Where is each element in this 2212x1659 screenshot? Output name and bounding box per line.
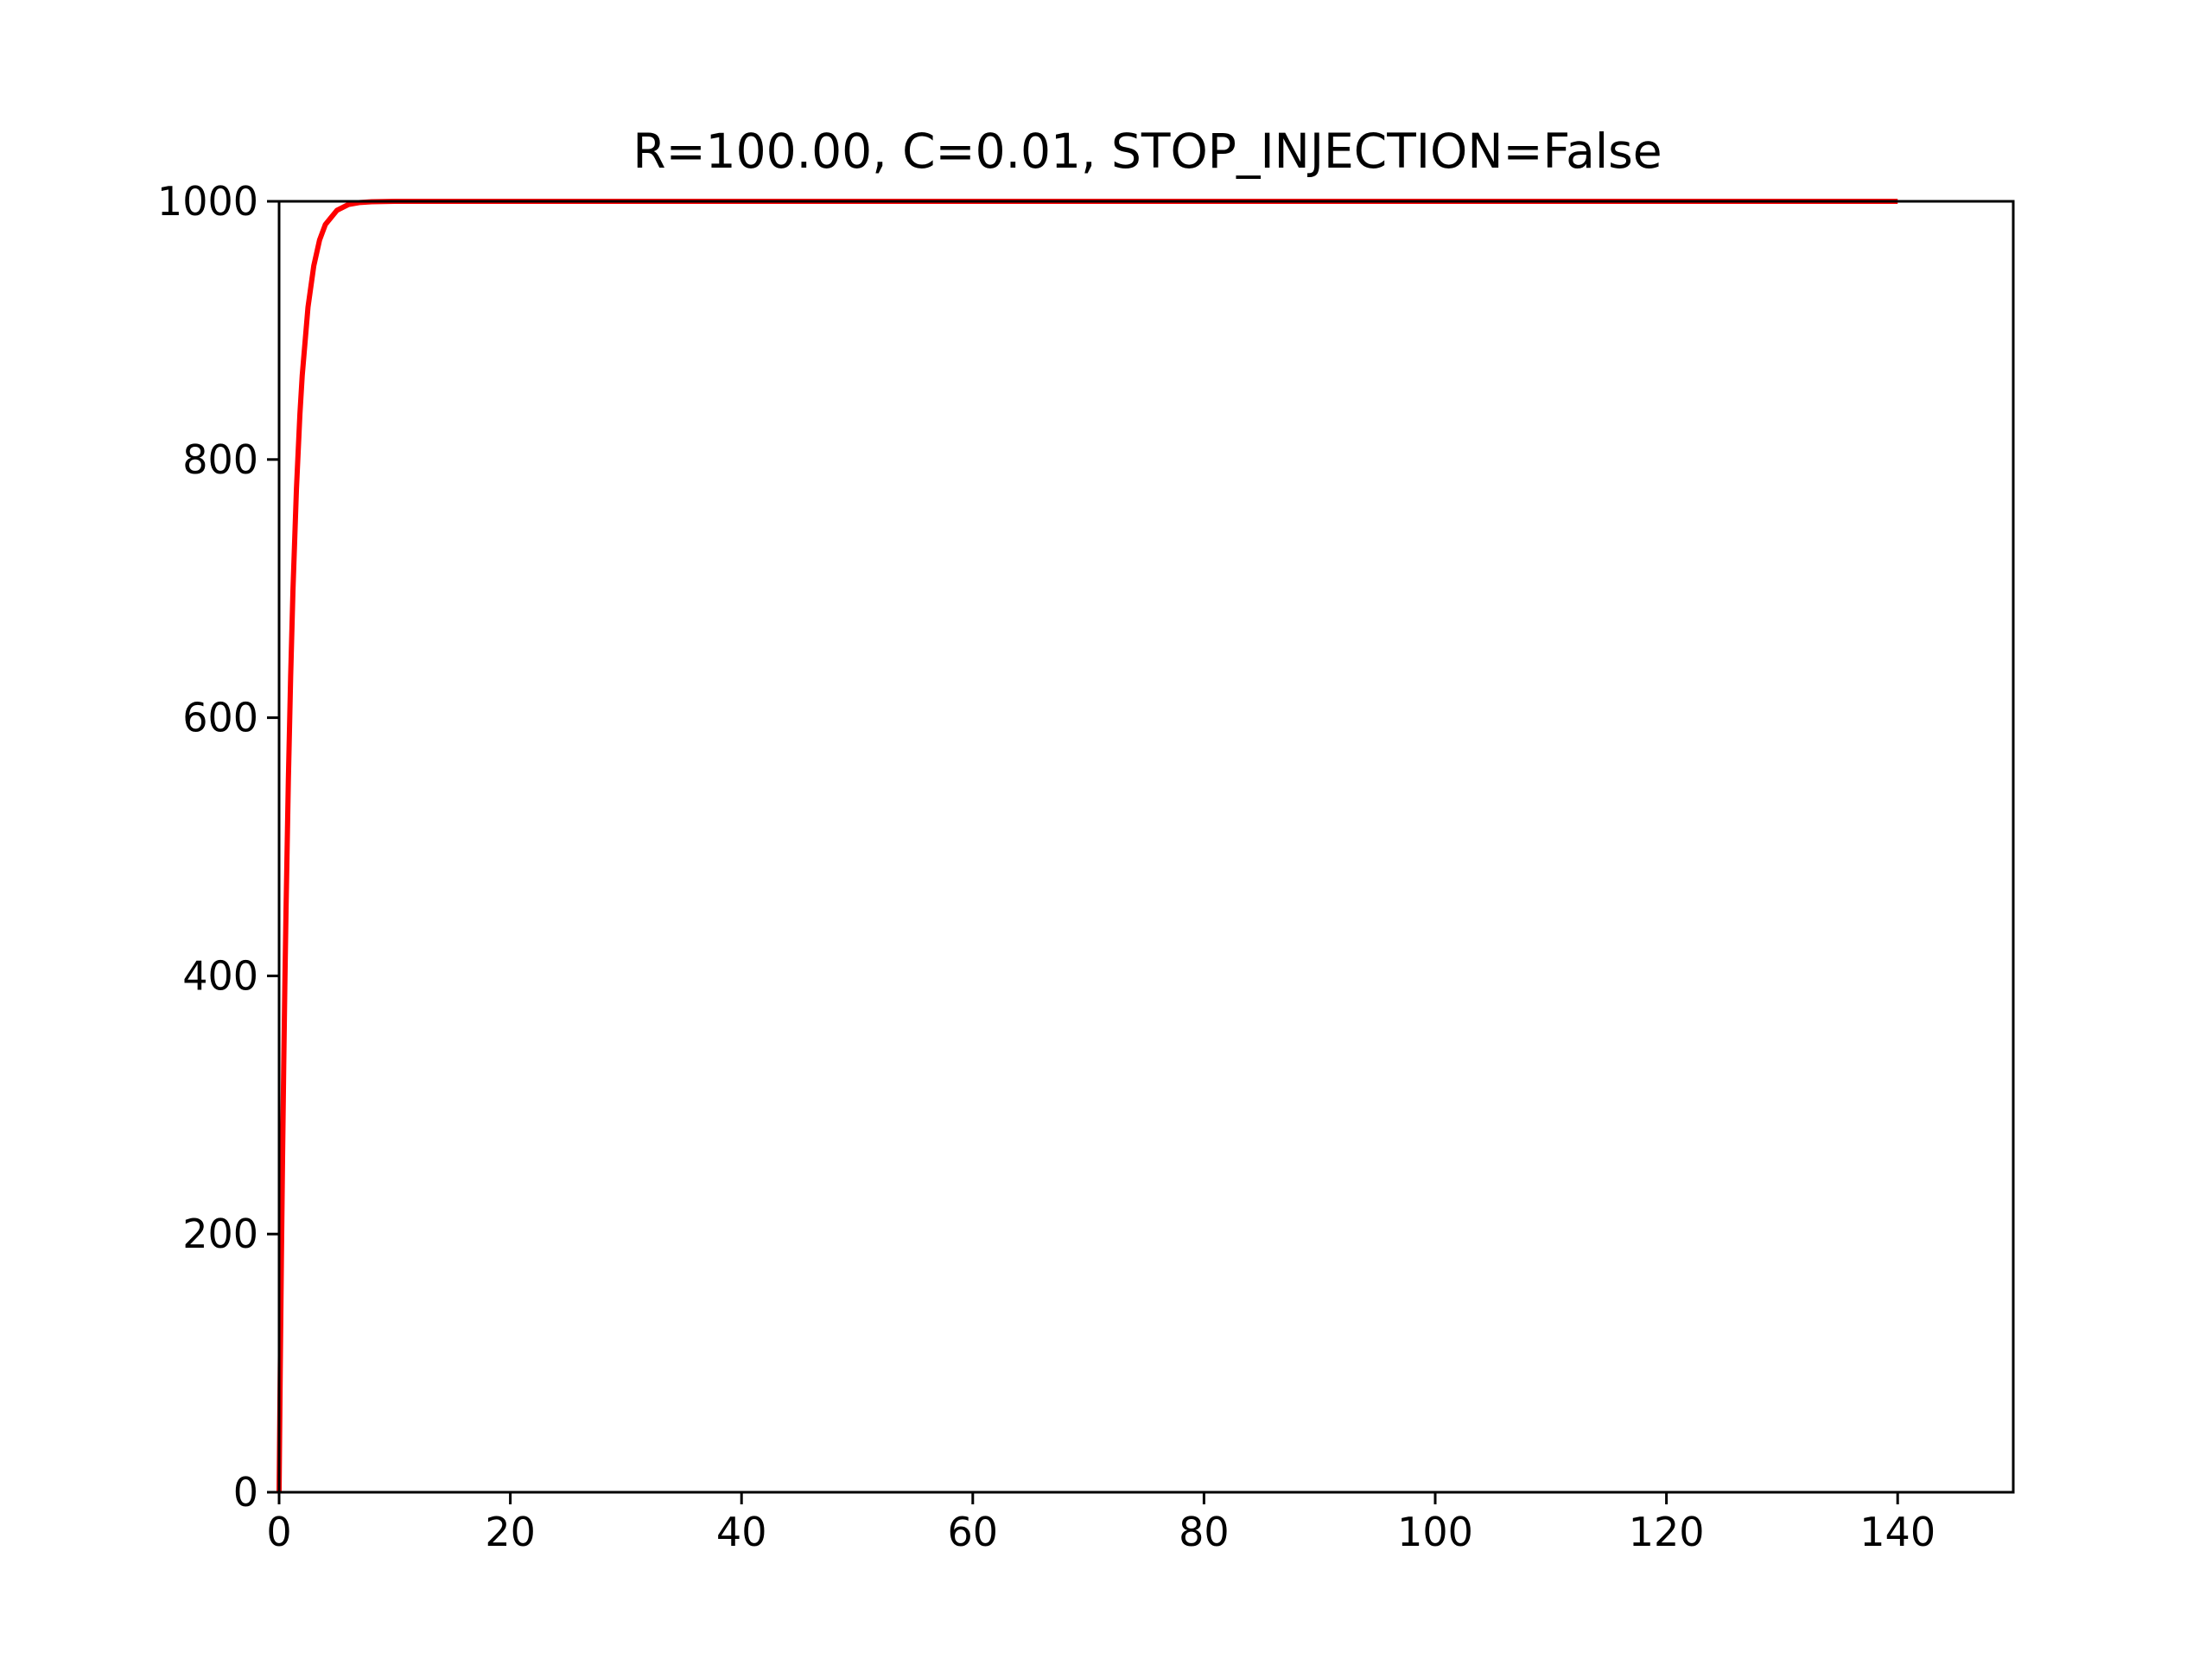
x-tick-label: 80 [1179,1509,1230,1555]
x-tick-label: 40 [716,1509,767,1555]
x-tick-label: 60 [948,1509,999,1555]
x-tick-label: 140 [1859,1509,1936,1555]
x-tick-label: 0 [266,1509,291,1555]
y-tick-label: 800 [182,436,258,483]
y-tick-label: 0 [233,1469,258,1516]
x-tick-label: 100 [1397,1509,1473,1555]
x-tick-label: 120 [1629,1509,1705,1555]
y-tick-label: 1000 [157,178,258,225]
axes: 0 20 40 60 80 100 120 140 0 200 400 600 800 1000 [157,178,2015,1555]
x-tick-label: 20 [485,1509,536,1555]
y-tick-label: 200 [182,1211,258,1257]
chart-title: R=100.00, C=0.01, STOP_INJECTION=False [632,124,1662,179]
y-tick-label: 400 [182,952,258,999]
axes-frame [277,200,2015,1494]
y-tick-label: 600 [182,695,258,741]
